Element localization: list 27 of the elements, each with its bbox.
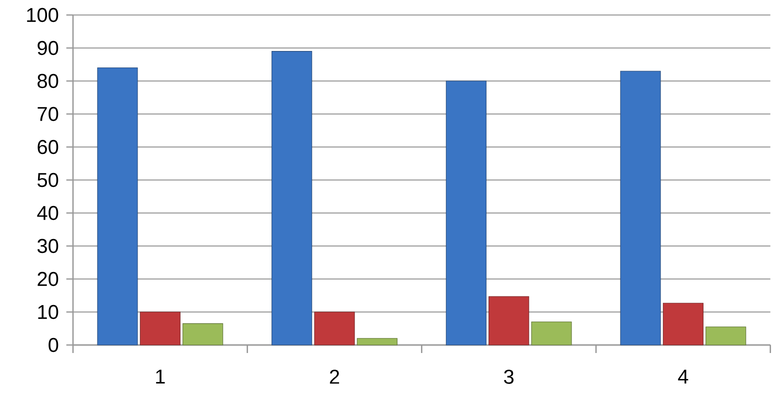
bar [182,323,224,346]
bar [140,312,180,346]
x-tick-label: 1 [156,370,165,384]
y-tick-label: 40 [37,206,58,220]
bar [662,302,704,346]
bar [272,51,312,346]
bar [706,326,746,346]
y-tick-label: 30 [37,238,58,254]
y-tick-label: 80 [38,74,58,88]
y-tick-label: 0 [48,338,58,352]
bar [314,312,355,346]
x-tick-label: 2 [330,370,340,384]
x-tick-label: 4 [678,370,688,384]
bar [531,322,572,346]
bar [356,338,398,346]
y-tick-label: 60 [38,140,58,154]
y-tick-label: 70 [38,106,58,122]
y-tick-label: 20 [38,272,58,286]
bar [488,296,530,346]
y-tick-label: 50 [38,172,58,188]
bar [620,70,661,346]
bar [446,80,486,346]
y-tick-label: 90 [38,40,58,56]
bar [97,68,138,346]
y-tick-label: 100 [27,8,58,22]
y-tick-label: 10 [38,304,58,320]
x-tick-label: 3 [504,370,514,384]
